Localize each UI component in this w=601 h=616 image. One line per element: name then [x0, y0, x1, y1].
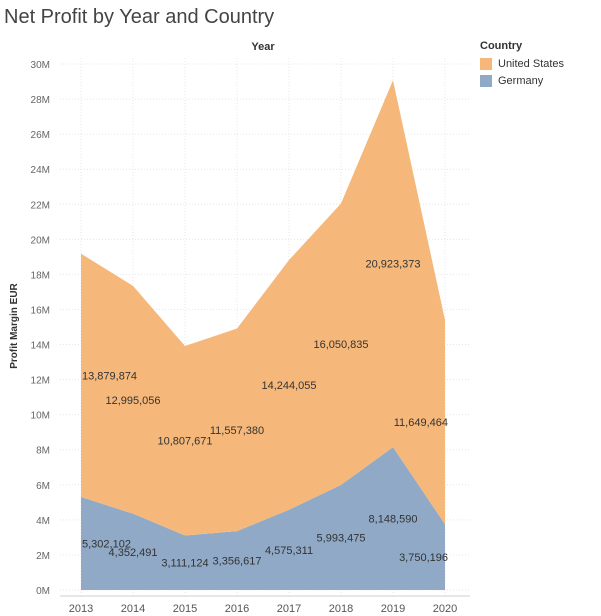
- y-tick-label: 10M: [31, 411, 50, 422]
- legend-label-united-states: United States: [498, 58, 565, 70]
- y-tick-label: 30M: [31, 60, 50, 71]
- y-tick-label: 0M: [36, 586, 50, 597]
- x-tick-label: 2020: [433, 603, 457, 615]
- legend-title: Country: [480, 40, 523, 52]
- data-label-united-states: 14,244,055: [261, 380, 316, 392]
- data-label-united-states: 13,879,874: [82, 370, 137, 382]
- legend-swatch-germany: [480, 75, 492, 87]
- chart-title: Net Profit by Year and Country: [4, 6, 275, 28]
- data-label-united-states: 10,807,671: [157, 436, 212, 448]
- data-label-germany: 4,575,311: [265, 545, 313, 557]
- y-tick-label: 26M: [31, 130, 50, 141]
- legend-swatch-united-states: [480, 58, 492, 70]
- x-tick-label: 2015: [173, 603, 197, 615]
- axes: 0M 2M 4M 6M 8M 10M 12M 14M 16M 18M 20M 22M 24M 26M 28M…: [31, 60, 470, 615]
- y-tick-label: 20M: [31, 235, 50, 246]
- x-tick-label: 2013: [69, 603, 93, 615]
- y-tick-label: 6M: [36, 481, 50, 492]
- x-tick-label: 2014: [121, 603, 145, 615]
- data-label-germany: 3,111,124: [161, 558, 208, 570]
- y-tick-label: 8M: [36, 446, 50, 457]
- areas: [81, 80, 445, 590]
- y-tick-label: 18M: [31, 270, 50, 281]
- y-tick-label: 4M: [36, 516, 50, 527]
- data-label-united-states: 20,923,373: [365, 259, 420, 271]
- data-label-united-states: 12,995,056: [105, 395, 160, 407]
- data-label-germany: 5,302,102: [82, 539, 131, 551]
- y-tick-label: 22M: [31, 200, 50, 211]
- data-label-united-states: 11,649,464: [394, 417, 448, 429]
- data-label-germany: 3,356,617: [213, 556, 262, 568]
- y-tick-label: 28M: [31, 95, 50, 106]
- x-tick-label: 2019: [381, 603, 405, 615]
- y-axis-label: Profit Margin EUR: [9, 282, 20, 368]
- area-germany: [81, 447, 445, 590]
- data-label-germany: 4,352,491: [109, 547, 158, 559]
- y-tick-label: 12M: [31, 376, 50, 387]
- y-tick-label: 24M: [31, 165, 50, 176]
- y-tick-label: 14M: [31, 341, 50, 352]
- legend[interactable]: Country United States Germany: [480, 40, 564, 92]
- y-tick-label: 16M: [31, 305, 50, 316]
- x-tick-label: 2018: [329, 603, 353, 615]
- data-label-united-states: 16,050,835: [313, 339, 368, 351]
- y-tick-label: 2M: [36, 551, 50, 562]
- data-label-united-states: 11,557,380: [210, 425, 264, 437]
- top-axis-label: Year: [251, 41, 275, 53]
- data-label-germany: 3,750,196: [399, 552, 448, 564]
- legend-item-united-states[interactable]: United States: [480, 58, 564, 70]
- x-tick-label: 2016: [225, 603, 249, 615]
- x-tick-label: 2017: [277, 603, 301, 615]
- legend-label-germany: Germany: [498, 75, 544, 87]
- data-label-germany: 8,148,590: [369, 514, 418, 526]
- data-label-germany: 5,993,475: [317, 532, 366, 544]
- legend-item-germany[interactable]: Germany: [480, 75, 564, 87]
- area-united-states: [81, 80, 445, 536]
